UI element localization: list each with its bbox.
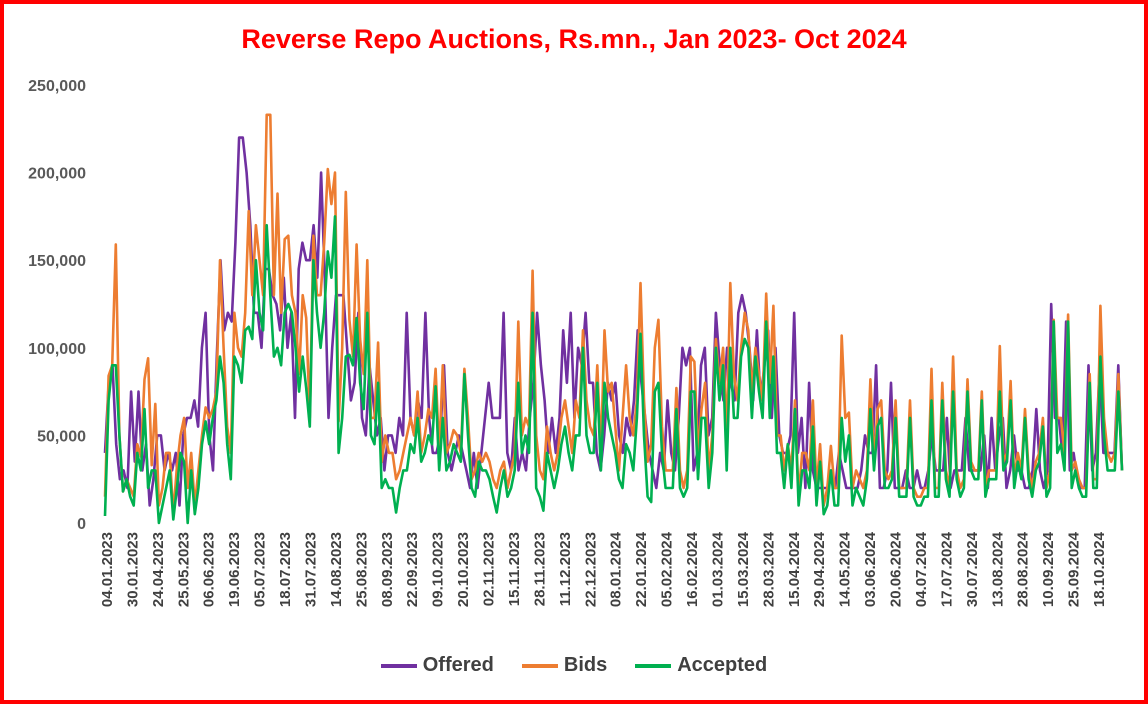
x-tick-label: 15.11.2023 — [506, 532, 523, 606]
y-tick-label: 250,000 — [28, 78, 86, 95]
x-tick-label: 04.01.2023 — [99, 532, 116, 607]
x-tick-label: 18.10.2024 — [1091, 531, 1108, 607]
legend-swatch-bids — [521, 663, 558, 668]
x-tick-label: 20.06.2024 — [888, 531, 905, 607]
x-tick-label: 24.04.2023 — [150, 532, 167, 607]
x-tick-label: 08.09.2023 — [379, 532, 396, 607]
x-tick-label: 16.02.2024 — [684, 531, 701, 607]
x-tick-label: 25.05.2023 — [175, 532, 192, 607]
legend-item-accepted: Accepted — [635, 654, 767, 677]
x-tick-label: 11.12.2023 — [557, 532, 574, 606]
x-tick-label: 20.10.2023 — [455, 532, 472, 607]
legend-item-bids: Bids — [521, 654, 608, 677]
x-tick-label: 10.09.2024 — [1040, 531, 1057, 607]
x-tick-label: 02.11.2023 — [481, 532, 498, 606]
series-lines — [103, 113, 1124, 525]
legend-label-bids: Bids — [563, 654, 608, 676]
x-tick-label: 28.11.2023 — [531, 532, 548, 606]
x-tick-label: 05.07.2023 — [252, 532, 269, 607]
y-axis-ticks: 0 50,000 100,000 150,000 200,000 250,000 — [28, 78, 86, 533]
x-tick-label: 19.06.2023 — [226, 532, 243, 607]
legend-swatch-offered — [380, 663, 417, 668]
x-tick-label: 22.01.2024 — [633, 531, 650, 607]
x-tick-label: 25.09.2024 — [1066, 531, 1083, 607]
x-tick-label: 05.02.2024 — [659, 531, 676, 607]
y-tick-label: 0 — [77, 516, 86, 533]
x-tick-label: 15.04.2024 — [786, 531, 803, 607]
legend: Offered Bids Accepted — [0, 654, 1148, 677]
x-tick-label: 14.05.2024 — [837, 531, 854, 607]
x-tick-label: 22.12.2023 — [582, 532, 599, 607]
x-tick-label: 01.03.2024 — [709, 531, 726, 607]
y-tick-label: 200,000 — [28, 166, 86, 183]
x-tick-label: 06.06.2023 — [201, 532, 218, 607]
x-tick-label: 30.07.2024 — [964, 531, 981, 607]
x-tick-label: 25.08.2023 — [353, 532, 370, 607]
chart-title: Reverse Repo Auctions, Rs.mn., Jan 2023-… — [241, 24, 907, 54]
x-tick-label: 28.03.2024 — [760, 531, 777, 607]
legend-item-offered: Offered — [380, 654, 494, 677]
series-line-accepted — [103, 215, 1124, 525]
x-tick-label: 13.08.2024 — [989, 531, 1006, 607]
x-tick-label: 29.04.2024 — [811, 531, 828, 607]
legend-label-offered: Offered — [422, 654, 494, 676]
x-tick-label: 04.07.2024 — [913, 531, 930, 607]
x-tick-label: 09.10.2023 — [430, 532, 447, 607]
x-tick-label: 22.09.2023 — [404, 532, 421, 607]
x-tick-label: 30.01.2023 — [124, 532, 141, 607]
y-tick-label: 150,000 — [28, 253, 86, 270]
legend-swatch-accepted — [635, 663, 672, 668]
x-tick-label: 28.08.2024 — [1015, 531, 1032, 607]
series-line-bids — [103, 113, 1124, 516]
y-tick-label: 100,000 — [28, 341, 86, 358]
legend-label-accepted: Accepted — [677, 654, 768, 676]
x-tick-label: 17.07.2024 — [938, 531, 955, 607]
x-tick-label: 18.07.2023 — [277, 532, 294, 607]
x-axis-ticks: 04.01.2023 30.01.2023 24.04.2023 25.05.2023… — [99, 531, 1108, 607]
x-tick-label: 14.08.2023 — [328, 532, 345, 607]
x-tick-label: 08.01.2024 — [608, 531, 625, 607]
x-tick-label: 03.06.2024 — [862, 531, 879, 607]
x-tick-label: 15.03.2024 — [735, 531, 752, 607]
x-tick-label: 31.07.2023 — [302, 532, 319, 607]
y-tick-label: 50,000 — [37, 428, 86, 445]
